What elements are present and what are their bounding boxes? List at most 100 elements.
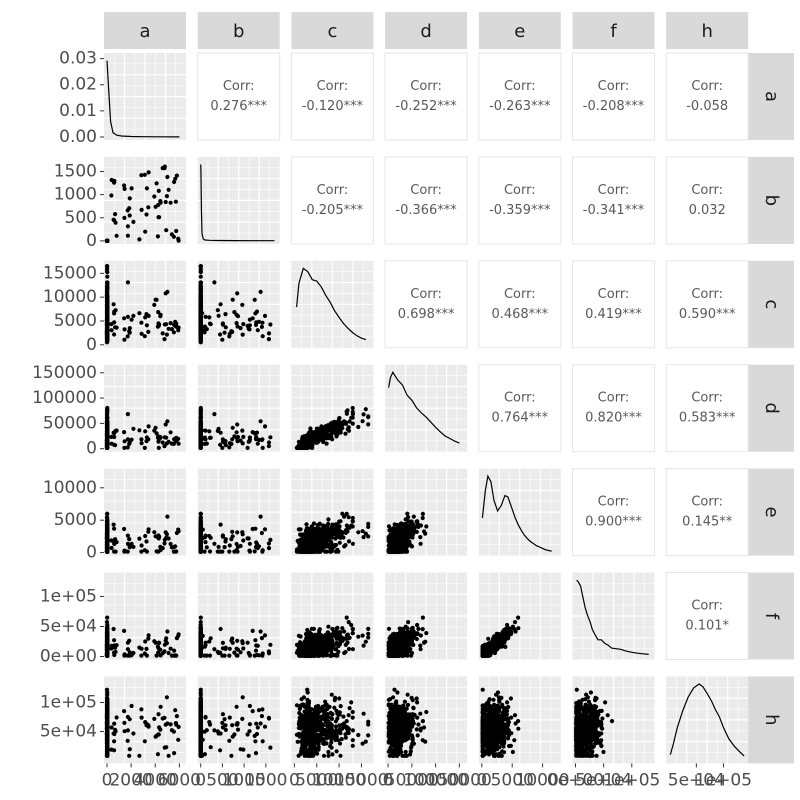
point-d-a	[168, 430, 173, 435]
point-d-c	[298, 444, 303, 449]
point-c-b	[230, 297, 235, 302]
point-e-a	[171, 549, 176, 554]
strip-right-d	[748, 364, 794, 452]
strip-right-h	[748, 676, 794, 764]
point-b-a	[173, 176, 178, 181]
corr-panel-d-h	[665, 364, 749, 453]
point-c-b	[198, 280, 203, 285]
point-e-a	[105, 534, 110, 539]
point-b-a	[146, 170, 151, 175]
point-b-a	[125, 233, 130, 238]
point-d-b	[198, 424, 203, 430]
point-c-a	[105, 317, 110, 323]
point-d-a	[139, 437, 144, 442]
point-d-b	[198, 432, 203, 437]
corr-panel-b-e	[478, 156, 562, 245]
point-d-b	[223, 443, 228, 448]
point-e-a	[154, 549, 159, 554]
point-d-c	[350, 405, 355, 411]
point-e-a	[143, 533, 148, 539]
corr-panel-c-f	[572, 260, 655, 349]
point-d-c	[361, 412, 366, 417]
point-e-b	[230, 529, 235, 534]
point-c-b	[253, 322, 259, 327]
point-c-b	[198, 336, 203, 341]
point-c-a	[105, 274, 110, 279]
point-b-a	[122, 186, 127, 191]
point-e-a	[163, 530, 168, 535]
point-d-b	[241, 434, 246, 439]
point-d-c	[330, 423, 335, 428]
point-e-c	[312, 526, 317, 532]
corr-panel-e-h	[665, 468, 749, 557]
point-c-a	[125, 334, 130, 339]
point-e-a	[125, 533, 130, 538]
point-b-a	[131, 219, 136, 224]
point-d-b	[258, 419, 263, 424]
point-e-a	[105, 538, 110, 543]
corr-panel-d-e	[478, 364, 562, 453]
point-c-a	[165, 289, 170, 294]
point-d-c	[350, 409, 355, 414]
corr-panel-c-h	[665, 260, 749, 349]
point-d-a	[160, 440, 165, 445]
point-c-b	[198, 295, 203, 300]
point-d-b	[198, 415, 203, 420]
strip-right-e	[748, 468, 794, 556]
point-e-a	[144, 539, 149, 544]
point-e-a	[109, 538, 114, 543]
point-c-b	[198, 274, 203, 279]
point-b-a	[146, 205, 151, 210]
point-c-a	[125, 280, 130, 285]
point-d-c	[321, 428, 327, 433]
strip-top-a	[104, 12, 186, 49]
point-e-b	[207, 549, 213, 554]
point-c-a	[169, 327, 174, 332]
point-d-b	[255, 441, 260, 446]
point-e-b	[204, 545, 209, 550]
point-e-c	[337, 540, 342, 545]
point-e-c	[304, 522, 309, 527]
point-e-b	[241, 538, 246, 543]
point-c-a	[105, 280, 110, 285]
point-c-b	[212, 280, 217, 285]
point-d-c	[360, 419, 365, 424]
point-c-a	[144, 323, 149, 328]
point-d-b	[220, 439, 225, 444]
point-c-b	[198, 317, 203, 323]
point-e-a	[112, 549, 117, 554]
corr-panel-f-h	[665, 572, 749, 660]
point-b-a	[114, 233, 119, 238]
point-b-a	[164, 194, 169, 199]
point-b-a	[172, 179, 177, 185]
point-c-b	[240, 332, 245, 337]
point-c-a	[127, 326, 132, 331]
point-c-b	[259, 324, 264, 329]
point-c-b	[254, 309, 260, 314]
point-b-a	[144, 212, 149, 217]
strip-right-b	[748, 156, 794, 244]
point-c-b	[200, 311, 205, 316]
point-d-c	[343, 431, 348, 436]
point-d-b	[235, 422, 240, 427]
point-e-a	[137, 536, 142, 541]
point-c-a	[113, 325, 118, 330]
point-d-c	[356, 424, 361, 430]
point-d-a	[162, 435, 167, 440]
point-d-a	[109, 434, 114, 439]
density-line-b	[200, 164, 275, 242]
point-d-c	[350, 421, 355, 426]
point-e-a	[113, 537, 118, 542]
point-b-a	[112, 218, 117, 223]
point-e-b	[227, 549, 232, 554]
point-d-c	[314, 426, 319, 431]
point-e-b	[222, 545, 227, 550]
point-c-a	[105, 270, 110, 275]
density-line-c	[296, 267, 367, 341]
point-c-a	[174, 324, 179, 329]
point-c-b	[258, 289, 263, 294]
point-d-a	[105, 436, 110, 442]
point-c-b	[266, 331, 272, 336]
point-b-a	[164, 228, 169, 233]
